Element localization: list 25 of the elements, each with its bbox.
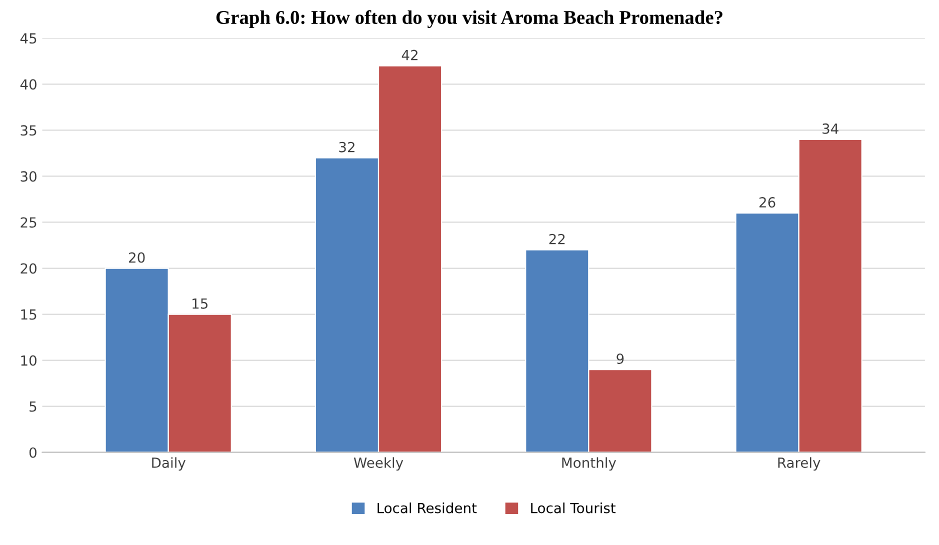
data-label: 22 xyxy=(549,234,565,244)
y-tick-label: 20 xyxy=(20,263,36,274)
y-tick-label: 35 xyxy=(20,125,36,136)
y-tick-label: 0 xyxy=(29,447,36,458)
y-tick-label: 5 xyxy=(30,401,36,412)
y-tick-label: 40 xyxy=(20,79,36,90)
y-tick-label: 25 xyxy=(20,217,36,228)
data-label: 26 xyxy=(759,197,776,208)
x-tick-label: Daily xyxy=(152,457,186,471)
chart-title: Graph 6.0: How often do you visit Aroma Beach Promenade? xyxy=(216,10,722,28)
x-tick-label: Weekly xyxy=(354,457,404,471)
y-tick-label: 15 xyxy=(21,309,36,320)
y-tick-label: 30 xyxy=(20,171,36,182)
data-label: 34 xyxy=(822,123,838,134)
data-label: 32 xyxy=(339,142,354,152)
data-label: 9 xyxy=(616,354,624,364)
x-tick-label: Monthly xyxy=(562,457,616,471)
legend-label: Local Tourist xyxy=(531,502,616,514)
data-label: 42 xyxy=(402,50,418,60)
y-tick-label: 45 xyxy=(20,33,36,44)
x-tick-label: Rarely xyxy=(778,457,820,471)
legend-label: Local Resident xyxy=(378,502,477,514)
y-tick-label: 10 xyxy=(21,355,36,366)
data-label: 20 xyxy=(129,252,145,263)
data-label: 15 xyxy=(192,298,208,309)
